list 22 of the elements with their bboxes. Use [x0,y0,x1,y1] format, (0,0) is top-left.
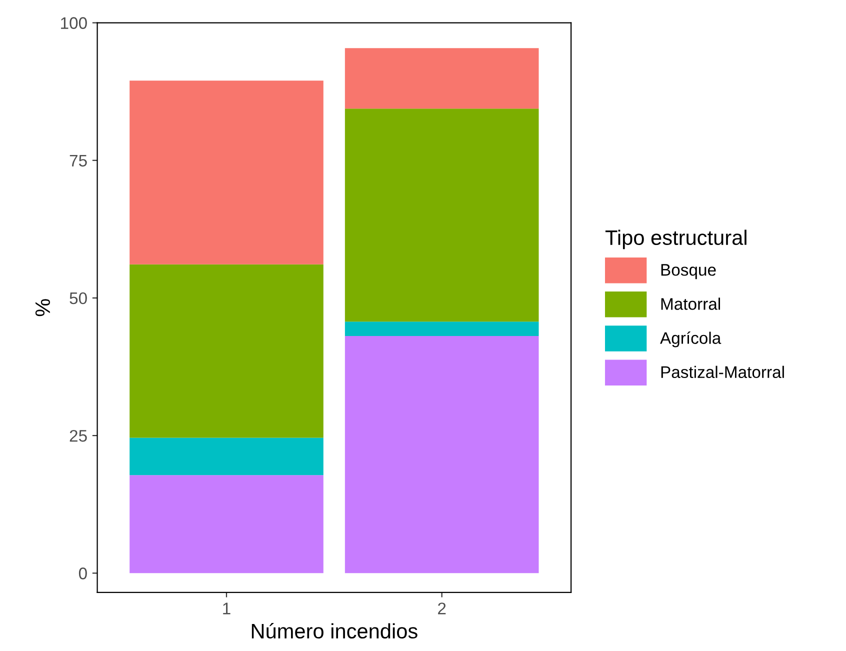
y-axis-title: % [35,299,50,316]
bar [130,475,324,574]
bar [130,264,324,438]
y-tick-label: 0 [78,568,87,580]
bar [130,438,324,476]
x-tick-label: 2 [438,602,446,614]
y-tick-label: 75 [70,154,87,167]
legend-label: Bosque [661,264,716,280]
bar [344,48,539,109]
legend-label: Matorral [661,298,720,310]
legend-label: Pastizal-Matorral [661,366,784,378]
bar [344,336,539,574]
x-axis-title: Número incendios [252,622,418,639]
bar [130,80,324,264]
bar [344,322,539,336]
bar [344,108,539,322]
legend-title: Tipo estructural [605,230,746,250]
y-tick-label: 25 [70,430,87,442]
y-tick-label: 100 [61,17,87,29]
x-tick-label: 1 [223,602,230,614]
y-tick-label: 50 [70,292,87,304]
legend-label: Agrícola [660,332,722,348]
